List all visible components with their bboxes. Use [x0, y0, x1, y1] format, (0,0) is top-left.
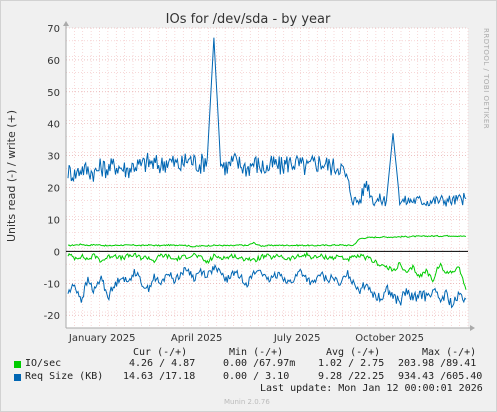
rrdtool-side-label: RRDTOOL / TOBI OETIKER — [482, 28, 490, 129]
legend-reqsize-min: 0.00 / 3.10 — [223, 371, 290, 382]
series-io-read — [67, 251, 467, 290]
x-axis-arrow — [470, 325, 475, 331]
chart-title: IOs for /dev/sda - by year — [166, 12, 331, 27]
legend-reqsize-cur: 14.63 /17.18 — [123, 371, 196, 382]
y-tick-label: 70 — [47, 24, 60, 35]
legend-io-avg: 1.02 / 2.75 — [318, 358, 385, 369]
legend-swatch-io — [14, 361, 21, 368]
x-tick-label: April 2025 — [171, 333, 222, 344]
legend-swatch-reqsize — [14, 374, 21, 381]
legend-reqsize-avg: 9.28 /22.25 — [318, 371, 385, 382]
legend-header-max: Max (-/+) — [422, 347, 477, 358]
y-tick-label: 0 — [54, 247, 60, 258]
legend-header-avg: Avg (-/+) — [326, 347, 381, 358]
legend-header-cur: Cur (-/+) — [133, 347, 188, 358]
munin-footer: Munin 2.0.76 — [224, 398, 270, 406]
series-io-write — [67, 234, 467, 248]
series-reqsize-read — [67, 263, 467, 309]
legend-io-min: 0.00 /67.97m — [223, 358, 296, 369]
last-update: Last update: Mon Jan 12 00:00:01 2026 — [260, 383, 483, 394]
x-tick-label: October 2025 — [355, 333, 424, 344]
legend-reqsize-max: 934.43 /605.40 — [398, 371, 483, 382]
legend-label-reqsize: Req Size (KB) — [25, 371, 104, 382]
legend-header-min: Min (-/+) — [229, 347, 284, 358]
series — [67, 37, 467, 309]
legend-label-io: IO/sec — [25, 358, 62, 369]
y-tick-label: 40 — [47, 120, 60, 131]
y-tick-label: 50 — [47, 88, 60, 99]
x-tick-label: July 2025 — [273, 333, 321, 344]
y-axis-arrow — [63, 21, 69, 26]
y-axis-label: Units read (-) / write (+) — [5, 110, 18, 242]
y-tick-label: 20 — [47, 184, 60, 195]
series-reqsize-write — [67, 37, 467, 207]
x-tick-label: January 2025 — [68, 333, 136, 344]
legend-io-cur: 4.26 / 4.87 — [129, 358, 196, 369]
y-tick-label: 10 — [47, 215, 60, 226]
y-tick-label: 30 — [47, 152, 60, 163]
y-tick-label: -10 — [44, 279, 60, 290]
y-tick-label: 60 — [47, 56, 60, 67]
legend-io-max: 203.98 /89.41 — [398, 358, 477, 369]
y-tick-label: -20 — [44, 311, 60, 322]
axes: 70 60 50 40 30 20 10 0 -10 -20 January 2025 April 2… — [44, 21, 475, 344]
